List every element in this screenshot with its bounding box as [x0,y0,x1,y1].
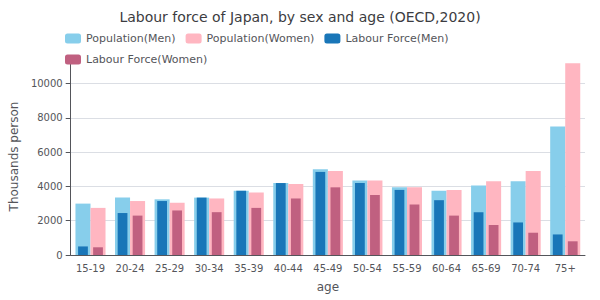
svg-text:age: age [317,280,339,294]
svg-text:Thousands person: Thousands person [7,102,21,213]
svg-text:Labour Force(Women): Labour Force(Women) [86,53,207,66]
svg-text:8000: 8000 [37,112,62,123]
svg-text:55-59: 55-59 [392,263,421,274]
svg-text:70-74: 70-74 [511,263,540,274]
svg-text:10000: 10000 [31,78,63,89]
svg-text:15-19: 15-19 [76,263,105,274]
svg-text:0: 0 [56,250,62,261]
svg-text:2000: 2000 [37,215,62,226]
svg-text:6000: 6000 [37,147,62,158]
svg-text:65-69: 65-69 [472,263,501,274]
svg-text:40-44: 40-44 [274,263,303,274]
svg-text:75+: 75+ [555,263,576,274]
svg-text:20-24: 20-24 [116,263,145,274]
svg-text:50-54: 50-54 [353,263,382,274]
svg-text:35-39: 35-39 [234,263,263,274]
svg-text:Population(Women): Population(Women) [207,32,315,45]
svg-text:30-34: 30-34 [195,263,224,274]
svg-text:60-64: 60-64 [432,263,461,274]
svg-text:Labour force of Japan, by sex: Labour force of Japan, by sex and age (O… [119,9,480,25]
svg-text:Population(Men): Population(Men) [86,32,176,45]
svg-text:Labour Force(Men): Labour Force(Men) [345,32,448,45]
svg-text:25-29: 25-29 [155,263,184,274]
svg-text:45-49: 45-49 [313,263,342,274]
svg-text:4000: 4000 [37,181,62,192]
